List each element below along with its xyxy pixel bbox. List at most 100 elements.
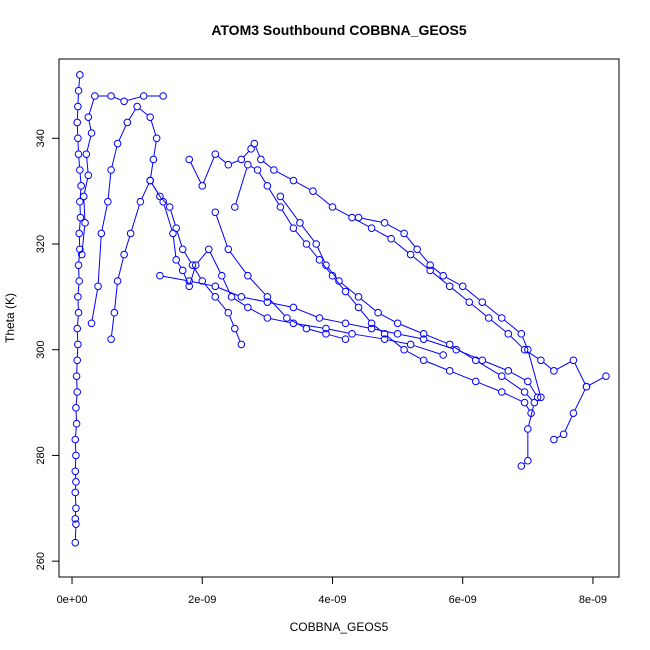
series-line-segment [218, 287, 239, 296]
data-point [146, 113, 154, 121]
series-line-segment [478, 361, 499, 375]
series-line-segment [452, 288, 467, 301]
data-point [406, 250, 415, 259]
data-point [198, 182, 207, 190]
series-line-segment [393, 240, 409, 253]
data-point [374, 308, 382, 317]
data-point [520, 398, 529, 407]
data-point [478, 298, 487, 306]
series-line-segment [556, 435, 561, 439]
series-line-segment [327, 267, 338, 279]
series-line-segment [528, 405, 534, 426]
data-point [73, 324, 82, 333]
data-point [426, 261, 434, 269]
data-point [387, 234, 395, 243]
data-point [302, 240, 311, 248]
series-line-segment [296, 323, 323, 329]
series-line-segment [77, 284, 80, 294]
series-line-segment [150, 162, 154, 178]
series-line-segment [432, 267, 441, 274]
series-line-segment [177, 262, 182, 268]
data-point [348, 213, 356, 222]
series-line-segment [234, 298, 246, 306]
data-point [393, 330, 402, 338]
series-line-segment [141, 183, 150, 199]
data-point [309, 187, 317, 195]
data-point [107, 166, 115, 174]
data-point [74, 293, 82, 301]
series-line-segment [522, 336, 527, 347]
data-point [156, 192, 164, 201]
series-line-segment [230, 251, 247, 274]
series-line-segment [163, 275, 186, 281]
series-layer [71, 71, 610, 547]
series-line-segment [209, 252, 221, 273]
data-point [91, 92, 99, 100]
series-line-segment [250, 165, 255, 169]
series-line-segment [355, 333, 382, 340]
series-line-segment [176, 231, 183, 246]
data-point [110, 308, 119, 317]
data-point [97, 229, 106, 238]
series-line-segment [426, 334, 447, 344]
data-point [185, 277, 194, 285]
data-point [471, 356, 480, 365]
data-point [146, 176, 154, 185]
data-point [439, 351, 447, 359]
series-line-segment [118, 125, 127, 141]
data-point [244, 271, 252, 280]
series-line-segment [128, 109, 136, 120]
series-line-segment [282, 199, 299, 221]
data-point [74, 340, 82, 349]
x-axis-label: COBBNA_GEOS5 [290, 620, 389, 634]
series-line-segment [526, 394, 533, 401]
data-point [465, 298, 474, 306]
data-point [72, 419, 81, 428]
series-line-segment [203, 157, 215, 183]
series-line-segment [222, 278, 231, 294]
series-line-segment [229, 315, 234, 326]
data-point [380, 335, 389, 343]
series-line-segment [387, 335, 402, 348]
series-line-segment [315, 193, 331, 206]
data-point [237, 340, 246, 349]
data-point [419, 335, 428, 343]
data-point [159, 92, 167, 100]
data-point [71, 435, 80, 444]
data-point [211, 208, 220, 217]
series-line-segment [388, 339, 408, 345]
data-point [79, 192, 88, 201]
series-line-segment [564, 416, 573, 432]
data-point [524, 345, 532, 354]
data-point [149, 155, 158, 164]
series-line-segment [150, 120, 157, 135]
data-point [296, 219, 304, 227]
series-line-segment [528, 353, 541, 394]
data-point [107, 335, 115, 343]
data-point [413, 245, 421, 254]
series-line-segment [77, 316, 79, 326]
series-line-segment [259, 172, 266, 184]
series-line-segment [276, 171, 291, 180]
data-point [227, 293, 236, 301]
data-point [224, 308, 233, 317]
data-point [341, 287, 350, 296]
series-1 [71, 71, 85, 547]
data-point [322, 261, 330, 269]
data-point [237, 293, 246, 301]
series-8 [211, 208, 350, 343]
series-line-segment [243, 151, 250, 158]
data-point [276, 203, 285, 211]
data-point [452, 345, 461, 354]
data-point [123, 118, 132, 127]
series-line-segment [401, 334, 421, 339]
data-point [113, 277, 122, 285]
data-point [569, 356, 578, 365]
y-tick-label: 300 [35, 341, 47, 359]
series-line-segment [296, 308, 317, 318]
data-point [185, 155, 194, 164]
plot-frame [58, 58, 620, 578]
data-point [224, 160, 233, 169]
series-line-segment [84, 178, 89, 194]
series-line-segment [407, 350, 421, 360]
